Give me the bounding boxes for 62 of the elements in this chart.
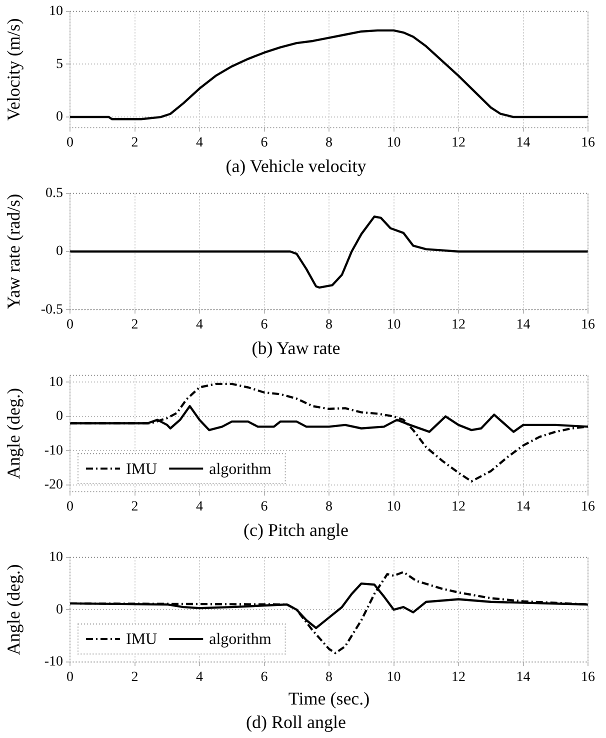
x-tick-label: 6 xyxy=(260,500,268,515)
text: (d) Roll angle xyxy=(246,712,346,732)
x-tick-label: 0 xyxy=(66,136,74,151)
x-tick-label: 4 xyxy=(196,318,203,333)
x-tick-label: 2 xyxy=(131,318,138,333)
x-tick-label: 14 xyxy=(516,670,530,686)
y-tick-label: 0 xyxy=(56,110,63,125)
x-tick-label: 16 xyxy=(581,670,595,686)
x-tick-label: 14 xyxy=(516,500,530,515)
y-axis-title: Velocity (m/s) xyxy=(4,18,24,121)
x-tick-label: 16 xyxy=(581,500,595,515)
y-tick-label: 10 xyxy=(49,550,63,566)
x-tick-label: 0 xyxy=(66,318,74,333)
x-tick-label: 6 xyxy=(260,670,268,686)
x-tick-label: 10 xyxy=(386,670,401,686)
y-tick-label: 5 xyxy=(56,56,63,72)
x-tick-label: 2 xyxy=(131,136,138,151)
text: (b) Yaw rate xyxy=(252,338,340,358)
x-tick-label: 4 xyxy=(196,500,203,515)
x-tick-label: 0 xyxy=(66,500,74,515)
y-tick-label: 0 xyxy=(56,409,63,424)
x-tick-label: 8 xyxy=(326,318,332,333)
y-tick-label: 10 xyxy=(49,374,63,390)
x-axis-title: Time (sec.) xyxy=(288,688,370,708)
legend-label: algorithm xyxy=(209,460,272,478)
x-tick-label: 8 xyxy=(326,670,332,686)
y-axis-title: Yaw rate (rad/s) xyxy=(4,194,24,310)
x-tick-label: 2 xyxy=(131,500,138,515)
x-tick-label: 4 xyxy=(196,136,203,151)
y-tick-label: 0.5 xyxy=(46,186,63,202)
x-tick-label: 6 xyxy=(260,318,268,333)
y-tick-label: 0 xyxy=(56,244,63,260)
x-tick-label: 14 xyxy=(516,318,530,333)
legend-label: IMU xyxy=(126,460,158,478)
x-tick-label: 6 xyxy=(260,136,268,151)
x-tick-label: 10 xyxy=(386,136,401,151)
legend-label: IMU xyxy=(126,631,158,648)
y-tick-label: 0 xyxy=(56,602,63,618)
y-tick-label: 10 xyxy=(49,4,63,20)
legend-label: algorithm xyxy=(209,631,272,648)
x-tick-label: 12 xyxy=(452,318,466,333)
x-tick-label: 10 xyxy=(386,500,401,515)
x-tick-label: 14 xyxy=(516,136,530,151)
y-axis-title: Angle (deg.) xyxy=(4,564,24,656)
y-tick-label: -20 xyxy=(44,477,63,492)
y-axis-title: Angle (deg.) xyxy=(4,388,24,479)
x-tick-label: 4 xyxy=(196,670,203,686)
x-tick-label: 0 xyxy=(66,670,74,686)
text: (a) Vehicle velocity xyxy=(226,156,366,176)
y-tick-label: -0.5 xyxy=(40,302,63,318)
x-tick-label: 8 xyxy=(326,136,332,151)
x-tick-label: 12 xyxy=(452,670,466,686)
x-tick-label: 8 xyxy=(326,500,332,515)
x-tick-label: 12 xyxy=(452,500,466,515)
y-tick-label: -10 xyxy=(44,443,63,458)
x-tick-label: 12 xyxy=(452,136,466,151)
x-tick-label: 2 xyxy=(131,670,138,686)
x-tick-label: 16 xyxy=(581,318,595,333)
text: (c) Pitch angle xyxy=(244,520,348,540)
y-tick-label: -10 xyxy=(44,654,63,670)
x-tick-label: 16 xyxy=(581,136,595,151)
x-tick-label: 10 xyxy=(386,318,401,333)
